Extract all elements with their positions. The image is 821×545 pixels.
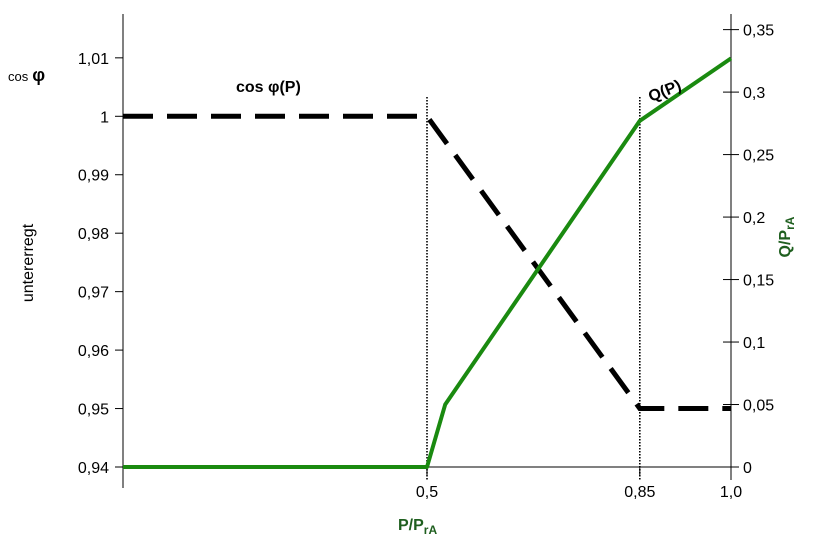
left-tick-label: 1,01	[78, 51, 109, 68]
x-axis-title: P/PrA	[398, 517, 437, 537]
left-tick-label: 0,98	[78, 226, 109, 243]
right-axis-title: Q/PrA	[777, 216, 797, 257]
reference-lines	[426, 97, 641, 481]
q-series-line	[123, 56, 733, 469]
cos-phi-series-line	[123, 113, 731, 411]
left-tick-label: 0,99	[78, 168, 109, 185]
left-tick-label: 0,96	[78, 343, 109, 360]
x-tick-label: 0,5	[416, 484, 438, 501]
right-y-ticks: 0 0,05 0,1 0,15 0,2 0,25 0,3 0,35	[723, 23, 774, 477]
right-tick-label: 0,1	[743, 335, 765, 352]
right-tick-label: 0	[743, 460, 752, 477]
right-tick-label: 0,3	[743, 85, 765, 102]
left-axis-label: untererregt	[20, 223, 37, 302]
x-tick-label: 1,0	[720, 484, 742, 501]
right-tick-label: 0,25	[743, 148, 774, 165]
right-tick-label: 0,05	[743, 398, 774, 415]
left-tick-label: 0,95	[78, 402, 109, 419]
right-tick-label: 0,35	[743, 23, 774, 40]
x-ticks: 0,5 0,85 1,0	[416, 467, 742, 501]
left-y-ticks: 0,94 0,95 0,96 0,97 0,98 0,99 1 1,01	[78, 51, 123, 477]
left-axis-title: cos φ	[8, 65, 45, 85]
right-tick-label: 0,15	[743, 273, 774, 290]
annotation-cos-phi: cos φ(P)	[236, 79, 301, 96]
left-tick-label: 0,94	[78, 460, 109, 477]
left-tick-label: 1	[100, 109, 109, 126]
series-layer	[123, 56, 733, 469]
left-tick-label: 0,97	[78, 285, 109, 302]
x-tick-label: 0,85	[624, 484, 655, 501]
right-tick-label: 0,2	[743, 210, 765, 227]
